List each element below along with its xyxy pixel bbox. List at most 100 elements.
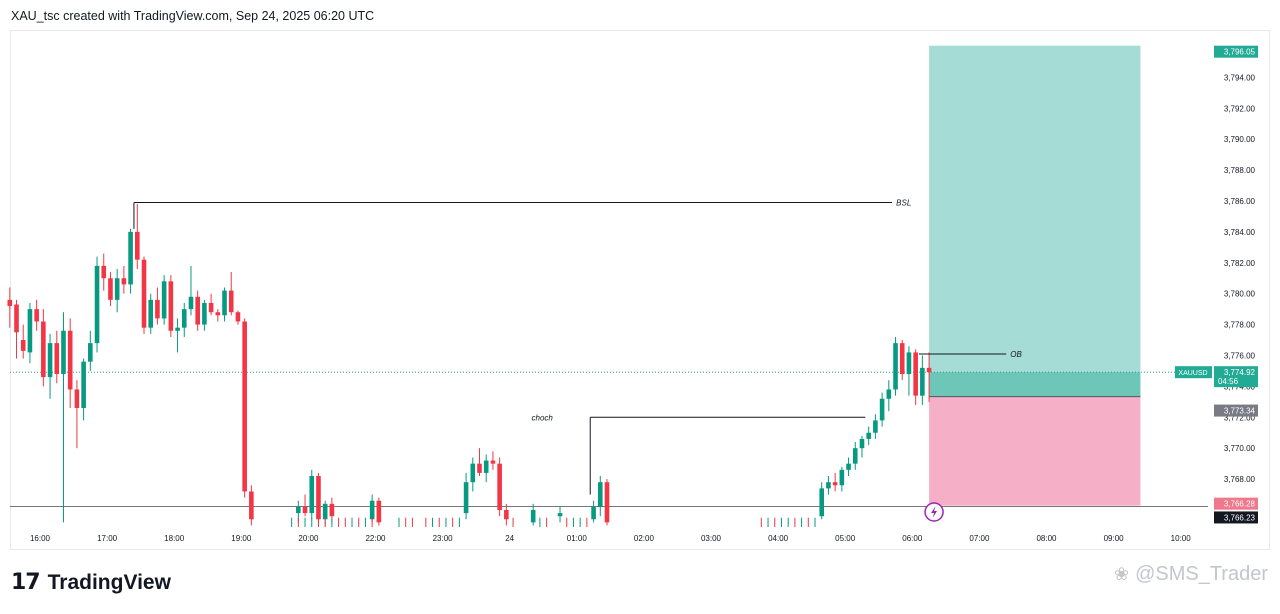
annotation-label-bsl: BSL	[896, 199, 911, 208]
low-candle-2-body	[309, 476, 315, 514]
candle-36-body	[249, 491, 254, 520]
candle-28-body	[195, 296, 200, 325]
x-tick-label: 01:00	[567, 534, 588, 543]
current-price-tag: 3,774.92	[1224, 368, 1256, 377]
recovery-candle-7-body	[591, 506, 596, 520]
recovery-candle-22-body	[899, 343, 905, 375]
candle-11-body	[81, 361, 86, 409]
low-price-tag: 3,766.23	[1224, 513, 1256, 522]
stop-price-tag-bg	[1214, 497, 1258, 510]
recovery-candle-11-body	[826, 482, 831, 489]
recovery-candle-2-body	[477, 463, 482, 473]
candle-17-body	[121, 278, 127, 285]
y-tick-label: 3,780.00	[1224, 290, 1256, 299]
tradingview-logo-text: TradingView	[47, 570, 171, 594]
current-price-tag-bg	[1214, 366, 1258, 388]
recovery-candle-13-body	[839, 469, 845, 486]
recovery-candle-24-body	[913, 352, 918, 396]
candle-27-body	[188, 296, 194, 310]
recovery-candle-25-body	[920, 367, 925, 396]
x-tick-label: 20:00	[298, 534, 319, 543]
candle-23-body	[161, 281, 167, 319]
y-tick-label: 3,788.00	[1224, 166, 1256, 175]
candle-6-body	[47, 343, 53, 378]
y-tick-label: 3,784.00	[1224, 228, 1256, 237]
y-tick-label: 3,792.00	[1224, 104, 1256, 113]
candle-13-body	[94, 265, 100, 344]
candle-14-body	[101, 265, 107, 279]
x-tick-label: 04:00	[768, 534, 789, 543]
annotation-label-choch: choch	[532, 413, 554, 422]
candle-12-body	[88, 343, 93, 362]
low-candle-9-body	[557, 513, 563, 517]
candle-21-body	[148, 299, 154, 328]
recovery-candle-9-body	[604, 482, 610, 523]
recovery-candle-8-body	[597, 482, 603, 507]
recovery-candle-23-body	[906, 352, 912, 375]
x-tick-label: 17:00	[97, 534, 118, 543]
candle-7-body	[54, 343, 60, 375]
candle-16-body	[114, 278, 120, 300]
x-tick-label: 18:00	[164, 534, 185, 543]
candle-32-body	[222, 290, 227, 316]
low-candle-6-body	[369, 500, 375, 520]
recovery-candle-5-body	[497, 463, 502, 511]
x-tick-label: 09:00	[1104, 534, 1125, 543]
candle-1-body	[14, 304, 19, 333]
x-tick-label: 22:00	[365, 534, 386, 543]
tradingview-logo-icon: 17	[11, 570, 41, 595]
candle-26-body	[181, 309, 187, 328]
candle-18-body	[128, 231, 133, 285]
low-candle-4-body	[322, 503, 328, 520]
x-tick-label: 05:00	[835, 534, 856, 543]
candle-10-body	[74, 389, 80, 409]
y-tick-label: 3,770.00	[1224, 444, 1256, 453]
recovery-candle-6-body	[504, 510, 509, 520]
y-tick-label: 3,768.00	[1224, 475, 1256, 484]
low-candle-3-body	[316, 476, 321, 520]
candle-19-body	[134, 231, 140, 260]
x-tick-label: 03:00	[701, 534, 722, 543]
recovery-candle-17-body	[866, 432, 871, 439]
low-candle-8-body	[530, 510, 536, 523]
countdown-label: 04:56	[1218, 377, 1239, 386]
target-price-tag-bg	[1214, 45, 1258, 58]
target-zone-near-entry	[929, 372, 1141, 397]
y-tick-label: 3,778.00	[1224, 321, 1256, 330]
candle-8-body	[61, 330, 66, 375]
y-tick-label: 3,790.00	[1224, 135, 1256, 144]
tradingview-logo[interactable]: 17 TradingView	[11, 570, 171, 595]
chart-panel[interactable]	[10, 30, 1270, 550]
recovery-candle-4-body	[490, 460, 496, 464]
x-tick-label: 10:00	[1171, 534, 1192, 543]
symbol-tag-bg	[1175, 366, 1212, 379]
candle-5-body	[41, 321, 46, 378]
stop-price-tag: 3,766.28	[1224, 500, 1256, 509]
recovery-candle-1-body	[470, 463, 476, 483]
low-candle-7-body	[376, 500, 382, 523]
watermark-icon: ❀	[1113, 564, 1130, 584]
recovery-candle-18-body	[873, 420, 878, 433]
recovery-candle-0-body	[463, 482, 469, 514]
candle-25-body	[175, 327, 180, 331]
y-tick-label: 3,794.00	[1224, 73, 1256, 82]
candle-0-body	[7, 299, 13, 307]
candle-30-body	[208, 302, 214, 313]
candle-24-body	[168, 281, 174, 331]
candle-29-body	[202, 302, 207, 325]
y-tick-label: 3,782.00	[1224, 259, 1256, 268]
target-price-tag: 3,796.05	[1224, 48, 1256, 57]
author-watermark: ❀ @SMS_Trader	[1114, 563, 1268, 586]
candle-2-body	[20, 340, 26, 351]
candle-35-body	[242, 321, 247, 492]
watermark-text: @SMS_Trader	[1135, 563, 1268, 585]
x-tick-label: 16:00	[30, 534, 51, 543]
recovery-candle-21-body	[893, 343, 898, 390]
candle-9-body	[67, 330, 73, 390]
annotation-label-ob: OB	[1010, 350, 1022, 359]
stop-zone	[929, 396, 1141, 506]
lightning-bolt-icon	[931, 506, 938, 518]
recovery-candle-12-body	[832, 482, 838, 486]
candle-31-body	[215, 312, 221, 316]
